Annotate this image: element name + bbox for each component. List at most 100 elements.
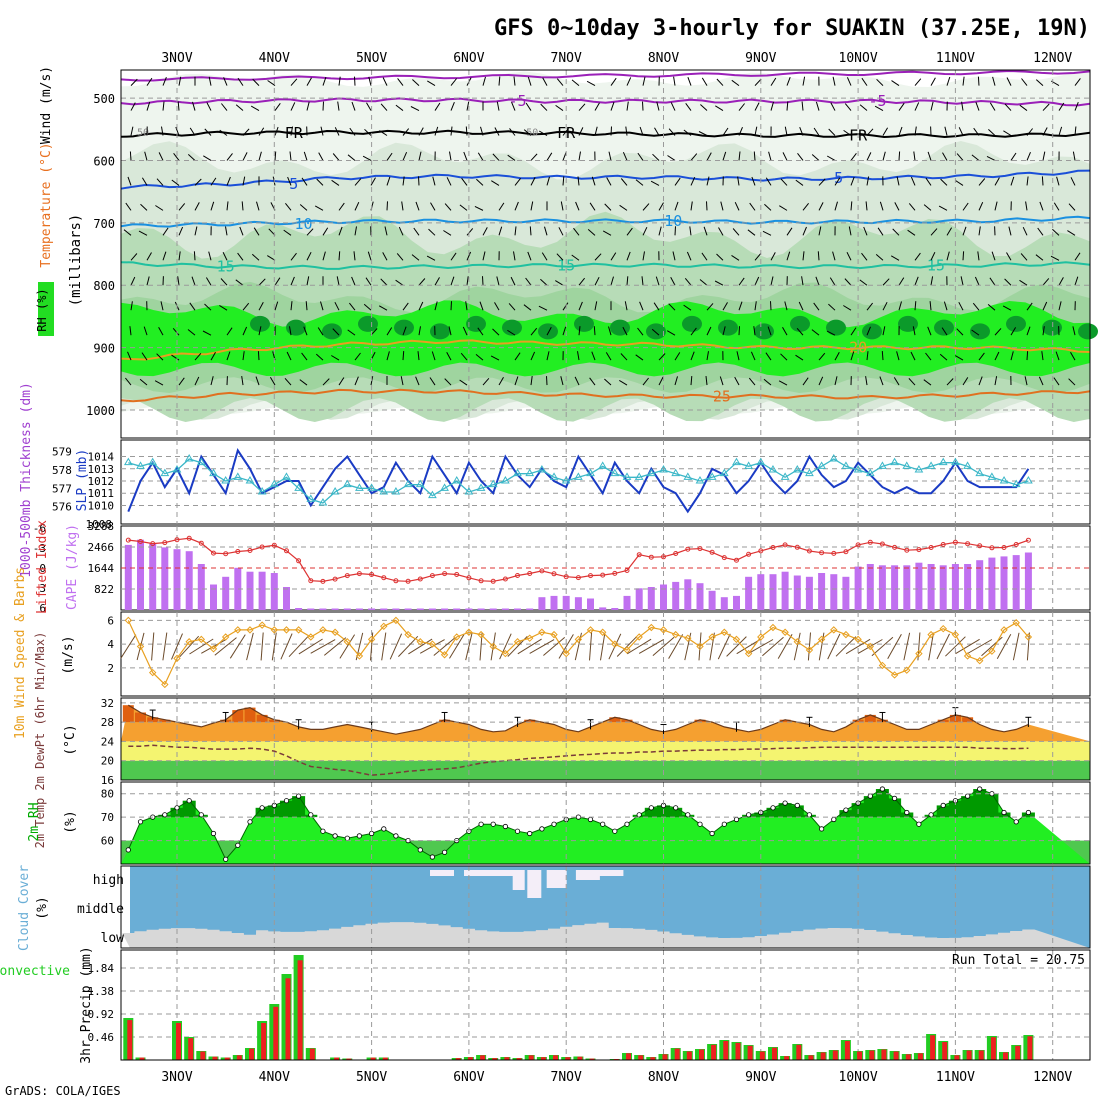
rh-point <box>223 856 229 862</box>
wind-barb <box>466 101 470 111</box>
rh-point <box>344 835 350 841</box>
rh-core <box>790 315 810 332</box>
wind-barb <box>237 252 244 261</box>
run-total-label: Run Total = 20.75 <box>952 953 1085 968</box>
wind-barb <box>701 252 708 261</box>
wind-barb <box>1074 252 1081 261</box>
wind-barb <box>1010 327 1017 336</box>
wind-barb <box>635 179 644 186</box>
wind-barb <box>1022 226 1028 236</box>
wind-barb <box>401 201 404 211</box>
thickness-point <box>999 476 1009 484</box>
rh-contour-label: 50 <box>526 128 538 139</box>
wind-barb <box>845 638 871 655</box>
wind-barb <box>542 77 548 86</box>
wind-barb <box>786 251 791 261</box>
wind-barb <box>719 376 724 386</box>
wind-barb <box>578 103 586 111</box>
wind-barb <box>762 636 784 657</box>
thickness-point <box>732 457 741 466</box>
y-tick: 900 <box>93 342 115 356</box>
wind-barb <box>175 126 180 136</box>
cloud-high-area <box>527 870 542 898</box>
wind-speed-point <box>392 616 400 625</box>
wind-barb <box>1008 226 1012 236</box>
wind-barb <box>813 302 820 311</box>
wind-barb <box>850 176 855 186</box>
wind-barb <box>210 376 214 386</box>
rh-point <box>891 795 898 802</box>
precip-convective-bar <box>516 1058 522 1060</box>
wind-barb <box>975 101 980 111</box>
rh-high-area <box>936 805 950 818</box>
wind-barb <box>556 78 564 86</box>
wind-barb <box>962 251 965 261</box>
wind-barb <box>960 276 964 286</box>
wind-barb <box>433 637 456 656</box>
rh-core <box>610 319 630 336</box>
precip-convective-bar <box>735 1042 741 1060</box>
wind-barb <box>146 276 150 286</box>
rh-core <box>970 323 990 340</box>
precip-axis-label: 3hr Precip (mm) <box>79 946 94 1063</box>
lifted-index-point <box>588 573 593 579</box>
precip-convective-bar <box>626 1053 631 1060</box>
wind-barb <box>670 102 676 111</box>
thickness-point <box>513 468 522 477</box>
wind-speed-point <box>209 645 218 653</box>
y-tick: 24 <box>101 735 115 748</box>
wind-barb <box>1021 78 1028 86</box>
wind-speed-point <box>343 638 351 646</box>
wind-barb <box>782 327 788 336</box>
rh-core <box>754 323 774 340</box>
lifted-index-point <box>734 557 739 563</box>
wind-speed-point <box>696 642 704 651</box>
wind-barb <box>306 251 312 261</box>
lifted-index-point <box>162 540 168 546</box>
cloud-low-area <box>122 922 1091 948</box>
rh-point <box>247 819 253 825</box>
wind-barb <box>750 351 756 361</box>
wind-barb <box>832 251 836 261</box>
lifted-index-point <box>284 548 289 554</box>
lifted-index-point <box>928 545 934 550</box>
cape-bar <box>161 547 169 610</box>
wind-barb <box>194 226 198 236</box>
lifted-index-point <box>356 571 362 577</box>
temp-max-area <box>609 717 621 723</box>
wind-barb <box>267 80 276 87</box>
wind-barb <box>490 355 500 361</box>
rh-point <box>125 847 131 853</box>
wind-barb <box>299 379 308 386</box>
wind-barb <box>622 152 628 161</box>
wind-speed-point <box>161 680 169 689</box>
wind-barb <box>475 354 484 361</box>
wind-barb <box>384 226 388 236</box>
thickness-point <box>780 472 790 480</box>
wind-barb <box>1026 128 1033 136</box>
wind-barb <box>204 303 212 311</box>
wind-speed-point <box>988 647 996 655</box>
wind-barb <box>162 101 165 111</box>
wind-barb <box>898 126 903 136</box>
wind-barb <box>450 102 455 111</box>
wind-barb <box>529 639 555 654</box>
thickness-point <box>123 457 133 466</box>
y-tick: 1.84 <box>88 962 115 975</box>
thickness-point <box>805 468 814 477</box>
wind-barb <box>690 201 693 211</box>
precip-convective-bar <box>540 1057 546 1060</box>
wind-speed-point <box>513 638 522 646</box>
wind-barb <box>777 634 793 659</box>
wind-speed-line <box>127 619 1029 686</box>
wind-barb <box>786 101 789 111</box>
wind-barb <box>882 151 886 161</box>
lifted-index-point <box>490 578 496 584</box>
lifted-index-point <box>429 573 435 579</box>
rh-core <box>826 319 846 336</box>
wind-barb <box>560 201 564 211</box>
y-tick-right: 2466 <box>88 541 115 554</box>
rh-core <box>1042 319 1062 336</box>
wind-speed-point <box>671 630 680 639</box>
precip-convective-bar <box>844 1041 850 1060</box>
